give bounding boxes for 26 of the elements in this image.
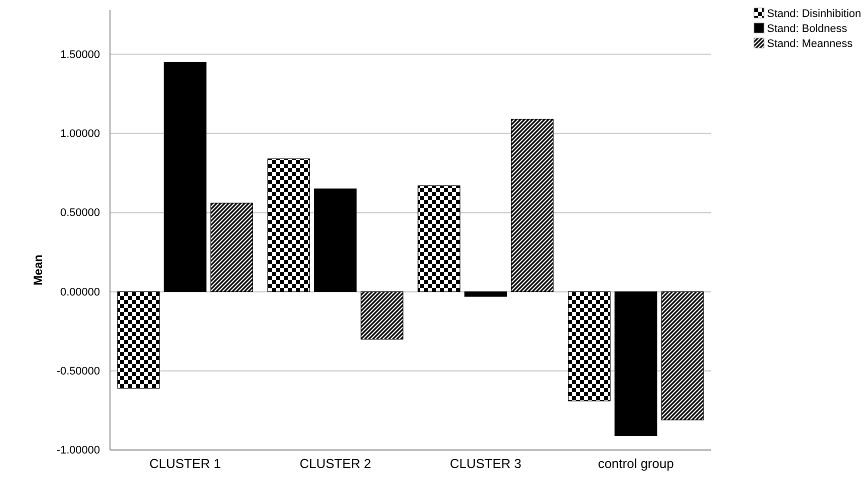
y-axis-title: Mean [31,254,45,286]
y-tick-label: 0.50000 [60,207,100,220]
y-tick-label: -0.50000 [56,365,100,378]
bar [661,291,704,420]
bar [117,291,160,389]
legend-label: Stand: Meanness [767,38,854,50]
y-tick-label: 1.00000 [60,128,100,140]
bar [267,158,310,292]
x-tick-label: CLUSTER 1 [149,456,221,472]
bar [510,118,554,292]
legend-label: Stand: Disinhibition [767,8,862,20]
x-tick-label: CLUSTER 2 [300,456,372,472]
bar [360,291,404,340]
bar [164,62,206,292]
y-tick-label: -1.00000 [56,444,100,457]
bar [210,202,254,292]
bar [614,291,658,436]
y-tick-label: 1.50000 [60,48,100,61]
bar [418,185,460,292]
bar [464,291,507,297]
x-tick-label: CLUSTER 3 [450,456,522,472]
y-tick-label: 0.00000 [60,286,100,298]
x-tick-label: control group [598,456,674,472]
bar [314,188,357,292]
legend-label: Stand: Boldness [767,23,848,35]
bar [568,291,611,402]
